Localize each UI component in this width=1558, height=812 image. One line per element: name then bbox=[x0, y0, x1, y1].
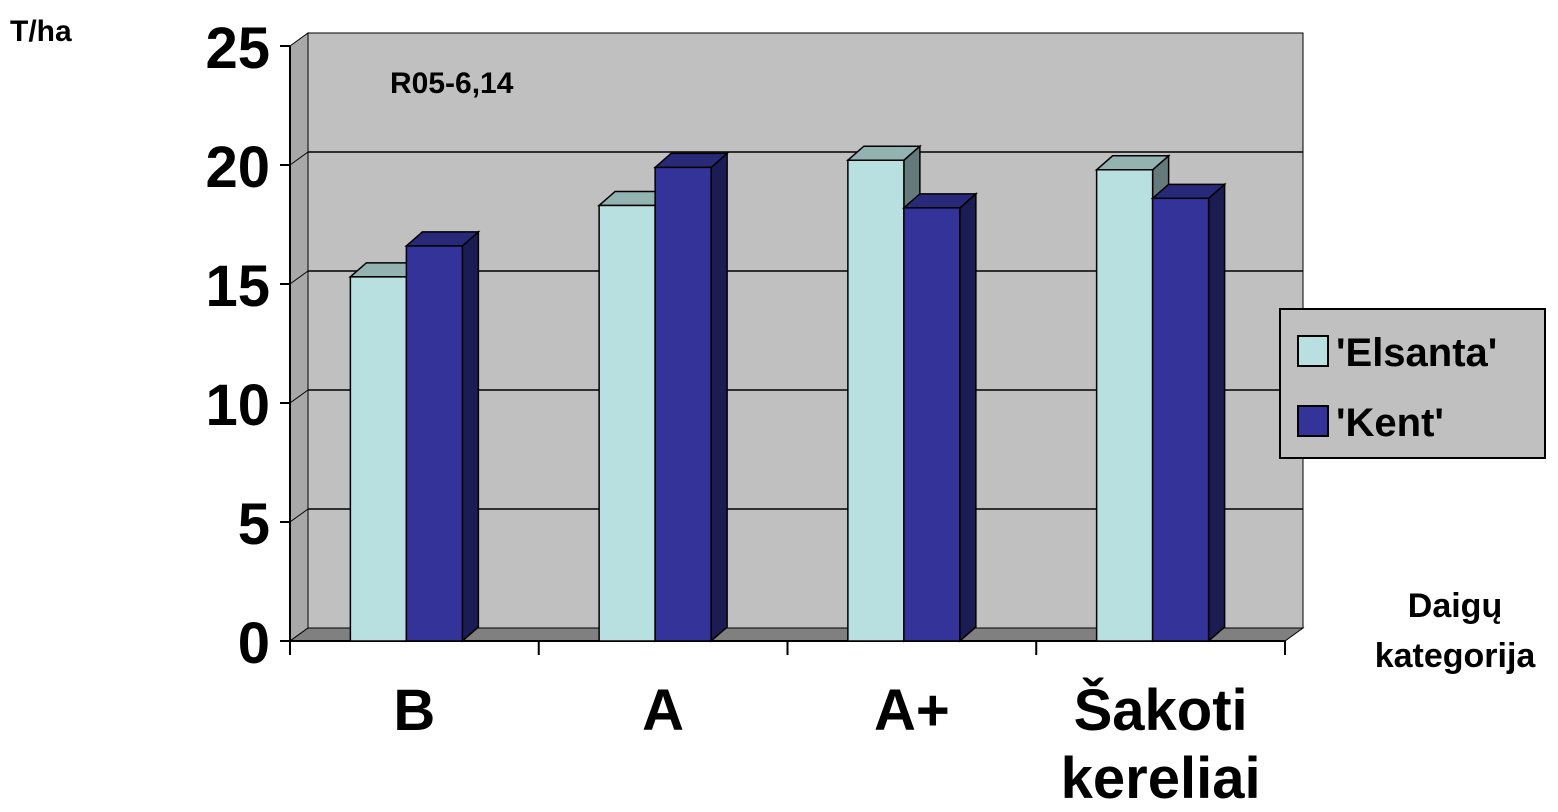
legend-swatch bbox=[1297, 405, 1329, 437]
annotation-label: R05-6,14 bbox=[390, 67, 514, 100]
y-tick-label: 15 bbox=[205, 254, 270, 319]
bar-elsanta bbox=[349, 276, 408, 642]
legend-label: 'Kent' bbox=[1336, 401, 1444, 445]
x-tick-label: A+ bbox=[874, 678, 950, 743]
y-axis-label: T/ha bbox=[10, 15, 72, 48]
x-tick-label: kereliai bbox=[1061, 746, 1261, 807]
bar-elsanta bbox=[847, 159, 905, 642]
legend-label: 'Elsanta' bbox=[1336, 331, 1497, 375]
bar-kent bbox=[654, 166, 712, 642]
bar-kent bbox=[405, 245, 464, 642]
x-axis-label: kategorija bbox=[1375, 637, 1537, 675]
gridline-side bbox=[289, 151, 309, 166]
gridline-side bbox=[289, 508, 309, 523]
bar-elsanta bbox=[598, 204, 656, 642]
y-tick-label: 25 bbox=[205, 16, 270, 81]
x-tick-label: Šakoti bbox=[1074, 678, 1248, 743]
x-tick-label: B bbox=[393, 678, 435, 743]
x-tick-label: A bbox=[642, 678, 684, 743]
bar-side-kent bbox=[959, 192, 977, 643]
gridline-side bbox=[289, 270, 309, 285]
x-axis-label: Daigų bbox=[1408, 587, 1502, 625]
bar-side-kent bbox=[461, 230, 480, 643]
bar-kent bbox=[903, 207, 961, 642]
bar-side-kent bbox=[1207, 182, 1226, 643]
y-tick-label: 5 bbox=[238, 492, 270, 557]
chart-side-wall bbox=[289, 32, 309, 642]
y-tick-label: 10 bbox=[205, 373, 270, 438]
bar-elsanta bbox=[1095, 169, 1154, 642]
y-tick-label: 0 bbox=[238, 611, 270, 676]
gridline-side bbox=[289, 389, 309, 404]
y-tick-label: 20 bbox=[205, 135, 270, 200]
bar-side-kent bbox=[710, 151, 728, 643]
legend-swatch bbox=[1297, 335, 1329, 367]
bar-kent bbox=[1151, 197, 1210, 642]
